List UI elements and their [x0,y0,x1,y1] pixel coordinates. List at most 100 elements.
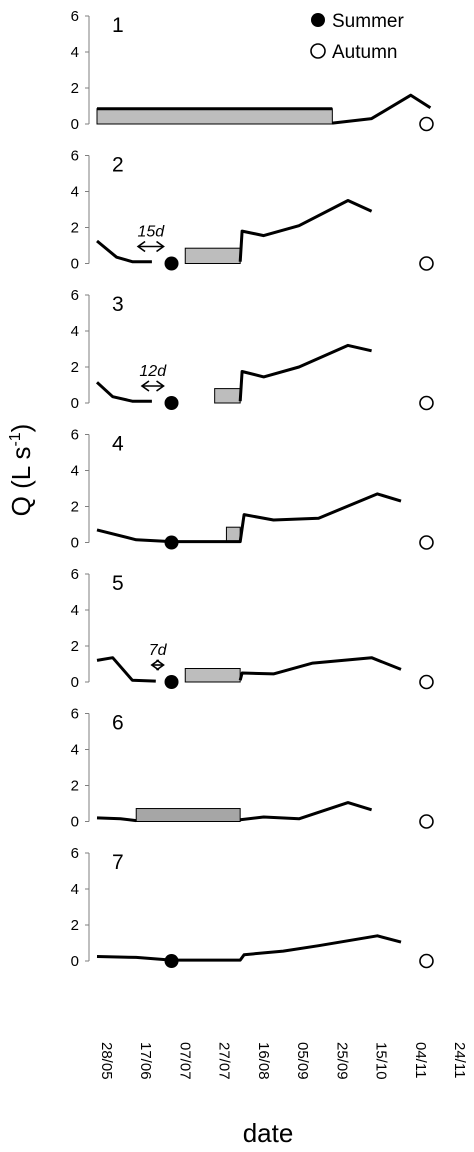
panel-7: 0 2 4 6 7 [71,845,434,970]
x-tick-label: 16/08 [255,1042,272,1080]
y-tick-label: 0 [71,395,79,412]
lag-arrow-right-head [156,240,165,253]
lag-arrow-left-head [136,240,146,253]
autumn-marker [419,395,434,411]
y-tick-label: 2 [71,499,79,516]
summer-marker [164,954,179,968]
y-tick-label: 4 [71,881,79,898]
y-axis-label-superscript: -1 [7,432,24,446]
y-tick-label: 4 [71,602,79,619]
autumn-marker [419,535,434,550]
period-bar [214,388,241,404]
y-tick-label: 2 [71,80,79,97]
panel-label: 2 [112,154,124,177]
x-tick-label: 15/10 [373,1042,390,1080]
y-tick-label: 0 [71,953,79,970]
x-tick-label: 25/09 [333,1042,350,1080]
y-tick-label: 2 [71,638,79,655]
period-bar [135,808,241,822]
y-tick-label: 4 [71,323,79,340]
y-tick-label: 0 [71,256,79,273]
lag-label: 7d [149,642,168,659]
y-tick-label: 2 [71,778,79,795]
autumn-marker [419,953,434,969]
y-tick-label: 2 [71,359,79,376]
panel-6: 0 2 4 6 6 [71,706,434,831]
y-tick-label: 6 [71,287,79,304]
y-tick-label: 0 [71,674,79,691]
y-tick-label: 0 [71,116,79,133]
discharge-line [96,492,402,544]
y-tick-label: 2 [71,917,79,934]
discharge-line [95,381,152,403]
panel-label: 6 [112,712,124,735]
panel-label: 5 [112,572,124,595]
y-tick-label: 4 [71,463,79,480]
y-tick-label: 2 [71,220,79,237]
panel-label: 3 [112,293,124,316]
y-tick-label: 6 [71,427,79,444]
discharge-line [238,656,402,681]
y-tick-label: 6 [71,148,79,165]
period-bar [184,668,241,683]
panel-1: 0 2 4 6 1 [71,8,434,133]
y-tick-label: 0 [71,535,79,552]
legend-autumn-marker [310,43,326,59]
discharge-line [96,656,156,683]
lag-label: 15d [137,224,165,241]
panel-3: 0 2 4 6 3 12d [71,287,434,412]
summer-marker [164,396,179,410]
lag-label: 12d [139,363,167,380]
panel-5: 0 2 4 6 5 7d [71,566,434,691]
panel-2: 0 2 4 6 2 15d [71,148,434,273]
discharge-line [96,239,152,264]
discharge-line [332,93,432,125]
y-tick-label: 4 [71,44,79,61]
lag-arrow-left-head [150,659,160,671]
y-tick-label: 6 [71,566,79,583]
x-tick-label: 04/11 [412,1042,429,1078]
y-tick-label: 6 [71,706,79,723]
legend-summer-label: Summer [332,11,404,32]
autumn-marker [419,256,434,271]
y-tick-label: 6 [71,8,79,25]
autumn-marker [419,116,434,132]
y-tick-label: 4 [71,184,79,201]
summer-marker [164,535,179,550]
panel-label: 1 [112,14,124,37]
summer-marker [164,256,179,271]
autumn-marker [419,814,434,829]
x-tick-label: 27/07 [216,1042,233,1080]
chart-panels: 0 2 4 6 1 0 2 4 6 2 15d 0 2 4 6 3 12d 0 2 4 6 4 0 2 4 6 5 7d 0 2 4 6 6 0 2… [71,8,434,970]
lag-arrow-right-head [156,659,165,671]
legend-autumn-label: Autumn [332,42,397,63]
panel-4: 0 2 4 6 4 [71,427,434,552]
x-tick-label: 28/05 [98,1042,115,1080]
summer-marker [164,675,179,689]
x-tick-label: 07/07 [176,1042,193,1080]
period-bar [184,247,241,264]
x-tick-label: 24/11 [451,1042,468,1078]
x-axis-tick-labels: 28/05 17/06 07/07 27/07 16/08 05/09 25/09 15/10… [98,1042,468,1080]
panel-label: 7 [112,851,124,874]
panel-label: 4 [112,433,124,456]
discharge-line [238,343,372,402]
y-axis-label: Q (L s-1) [6,424,36,517]
discharge-line [240,801,373,822]
autumn-marker [419,674,434,690]
x-axis-label: date [243,1118,294,1148]
legend-summer-marker [311,13,325,27]
discharge-line [96,816,137,823]
legend: Summer Autumn [310,11,404,63]
x-tick-label: 17/06 [137,1042,154,1080]
y-tick-label: 6 [71,845,79,862]
y-tick-label: 4 [71,742,79,759]
lag-arrow-left-head [140,380,150,392]
discharge-line [96,934,402,962]
period-bar [96,108,333,125]
y-tick-label: 0 [71,814,79,831]
lag-arrow-right-head [156,380,165,392]
y-axis-label-close: ) [6,424,36,433]
discharge-line [238,199,373,262]
